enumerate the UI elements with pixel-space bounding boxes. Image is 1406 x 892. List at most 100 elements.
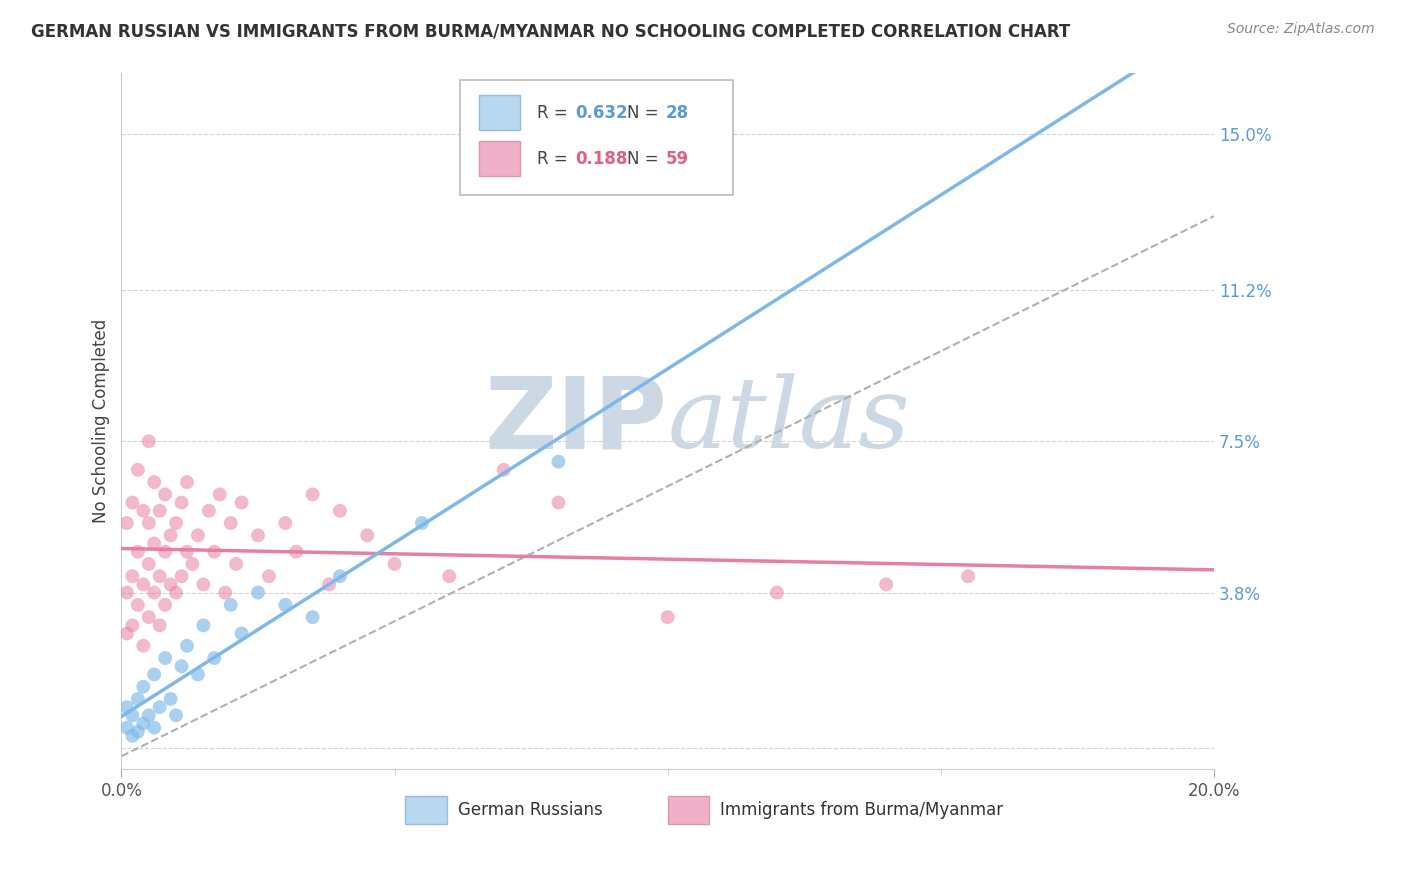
Text: 0.632: 0.632 (575, 103, 627, 121)
Point (115, 626, 138, 640)
Text: 0.188: 0.188 (575, 150, 627, 168)
Point (231, 495, 253, 509)
Point (132, 504, 155, 518)
Point (159, 692, 181, 706)
Point (176, 475, 198, 490)
Point (165, 708, 187, 723)
Point (274, 516, 297, 530)
Point (159, 577, 181, 591)
Point (657, 610, 679, 624)
Point (187, 528, 209, 542)
Point (214, 585, 236, 599)
Point (121, 569, 143, 583)
Point (219, 598, 242, 612)
Point (149, 569, 172, 583)
Text: 28: 28 (665, 103, 689, 121)
Text: Source: ZipAtlas.com: Source: ZipAtlas.com (1227, 22, 1375, 37)
Point (766, 585, 789, 599)
Point (115, 585, 138, 599)
Point (138, 557, 160, 571)
Point (492, 463, 515, 477)
Point (115, 516, 138, 530)
Point (153, 487, 176, 501)
Point (547, 495, 569, 509)
Point (231, 626, 253, 640)
Point (153, 598, 176, 612)
Point (138, 434, 160, 449)
Text: German Russians: German Russians (458, 801, 603, 819)
Point (219, 516, 242, 530)
Point (246, 528, 269, 542)
FancyBboxPatch shape (405, 797, 447, 824)
Point (176, 544, 198, 558)
Point (285, 544, 308, 558)
Text: R =: R = (537, 103, 572, 121)
FancyBboxPatch shape (478, 95, 520, 130)
Text: GERMAN RUSSIAN VS IMMIGRANTS FROM BURMA/MYANMAR NO SCHOOLING COMPLETED CORRELATI: GERMAN RUSSIAN VS IMMIGRANTS FROM BURMA/… (31, 22, 1070, 40)
Point (115, 700, 138, 714)
Point (143, 585, 166, 599)
Point (181, 557, 204, 571)
Point (187, 667, 209, 681)
Point (143, 667, 166, 681)
Point (127, 463, 149, 477)
Text: R =: R = (537, 150, 572, 168)
Text: Immigrants from Burma/Myanmar: Immigrants from Burma/Myanmar (720, 801, 1004, 819)
Point (274, 598, 297, 612)
Text: N =: N = (627, 103, 664, 121)
Point (208, 487, 231, 501)
Point (127, 598, 149, 612)
Point (149, 618, 172, 632)
Point (153, 651, 176, 665)
Point (384, 557, 406, 571)
Point (138, 610, 160, 624)
FancyBboxPatch shape (668, 797, 709, 824)
Point (165, 585, 187, 599)
Point (318, 577, 340, 591)
Point (149, 700, 172, 714)
FancyBboxPatch shape (460, 80, 733, 194)
Text: ZIP: ZIP (485, 372, 668, 469)
Point (301, 487, 323, 501)
Point (121, 708, 143, 723)
Point (329, 504, 352, 518)
Point (132, 680, 155, 694)
FancyBboxPatch shape (478, 141, 520, 176)
Point (411, 516, 433, 530)
Point (143, 536, 166, 550)
Point (170, 495, 193, 509)
Point (547, 455, 569, 469)
Point (132, 577, 155, 591)
Text: atlas: atlas (668, 373, 911, 468)
Point (257, 569, 280, 583)
Text: N =: N = (627, 150, 664, 168)
Point (170, 569, 193, 583)
Point (127, 544, 149, 558)
Point (153, 544, 176, 558)
Point (356, 528, 378, 542)
Point (165, 516, 187, 530)
Point (193, 618, 215, 632)
Point (138, 516, 160, 530)
Point (143, 475, 166, 490)
Point (132, 639, 155, 653)
Point (115, 721, 138, 735)
Point (225, 557, 247, 571)
Y-axis label: No Schooling Completed: No Schooling Completed (93, 318, 110, 523)
Point (301, 610, 323, 624)
Point (329, 569, 352, 583)
Point (957, 569, 980, 583)
Point (202, 651, 225, 665)
Point (121, 618, 143, 632)
Point (193, 577, 215, 591)
Point (176, 639, 198, 653)
Point (121, 495, 143, 509)
Point (127, 724, 149, 739)
Point (149, 504, 172, 518)
Point (159, 528, 181, 542)
Point (198, 504, 221, 518)
Point (170, 659, 193, 673)
Point (121, 729, 143, 743)
Point (127, 692, 149, 706)
Point (246, 585, 269, 599)
